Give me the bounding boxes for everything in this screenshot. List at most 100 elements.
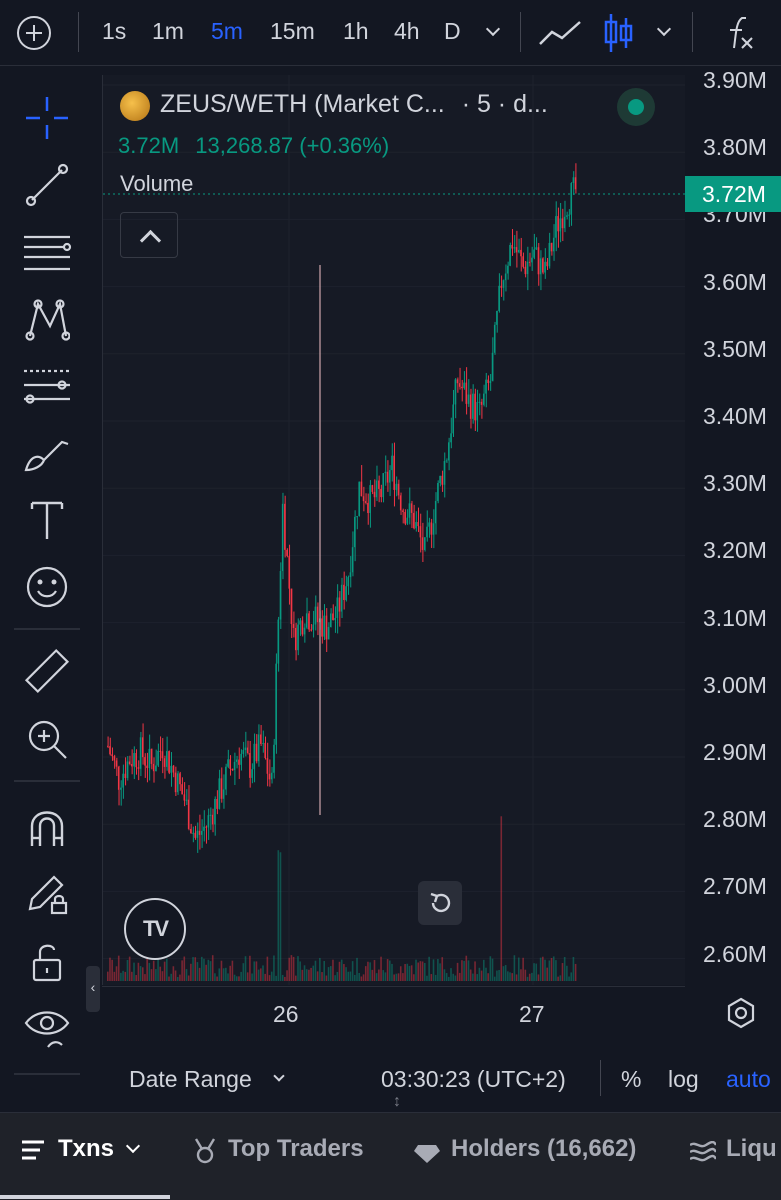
volume-bar [393,974,395,981]
visibility-tool[interactable] [20,1001,74,1055]
log-toggle[interactable]: log [668,1066,699,1092]
volume-bar [544,959,546,981]
candle-body [483,393,485,405]
candle-body [384,471,387,474]
txns-chevron-icon[interactable] [125,1138,141,1154]
reset-chart-button[interactable] [418,881,462,925]
candle-body [323,615,326,637]
zoom-tool[interactable] [20,712,74,766]
volume-bar [493,976,496,981]
divider [600,1060,601,1096]
volume-bar [528,973,531,981]
volume-bar [351,961,354,981]
candle-body [135,753,138,768]
fib-tool[interactable] [20,225,74,279]
candle-body [550,242,553,252]
magnet-tool[interactable] [20,800,74,854]
candle-body [301,620,304,635]
candle-body [172,765,175,773]
unlock-tool[interactable] [20,934,74,988]
auto-toggle[interactable]: auto [726,1066,771,1092]
candle-body [340,584,343,612]
volume-bar [266,956,269,981]
volume-bar [120,972,122,981]
volume-bar [542,956,544,981]
volume-bar [574,963,577,981]
candle-body [345,586,347,601]
volume-bar [375,973,378,981]
resize-handle-icon[interactable]: ↕ [393,1093,401,1110]
timeframe-1m[interactable]: 1m [152,18,184,44]
candles-icon[interactable] [602,12,634,54]
volume-bar [364,966,367,981]
candle-body [166,751,168,767]
symbol-legend[interactable]: ZEUS/WETH (Market C... · 5 · d... [160,90,548,119]
volume-bar [384,972,387,981]
timeframe-4h[interactable]: 4h [394,18,420,44]
tab-txns[interactable]: Txns [58,1135,115,1162]
emoji-tool[interactable] [20,560,74,614]
volume-bar [535,963,538,981]
liquidity-waves-icon [690,1141,716,1162]
chart-type-chevron-icon[interactable] [656,21,672,37]
candle-body [413,512,415,529]
collapse-toolbar-handle[interactable]: ‹ [86,966,100,1012]
tab-holders[interactable]: Holders (16,662) [451,1135,637,1162]
lock-drawings-tool[interactable] [20,867,74,921]
timeframe-1s[interactable]: 1s [102,18,127,44]
candle-body [511,244,514,249]
tradingview-logo[interactable]: TV [124,898,186,960]
clock-label[interactable]: 03:30:23 (UTC+2) [381,1066,566,1092]
coin-logo [120,91,150,121]
percent-toggle[interactable]: % [621,1066,642,1092]
timeframe-15m[interactable]: 15m [270,18,315,44]
candle-body [347,577,350,587]
chart-settings-icon[interactable] [724,996,758,1030]
indicators-fx-icon[interactable] [720,14,754,52]
volume-bar [491,958,494,981]
add-symbol-button[interactable] [17,16,51,50]
candle-body [155,765,157,772]
candle-body [380,488,382,498]
volume-bar [185,969,188,981]
candle-body [406,517,409,524]
candle-body [561,218,564,229]
volume-bar [557,976,559,981]
line-chart-icon[interactable] [538,18,584,48]
pattern-tool[interactable] [20,292,74,346]
volume-bar [218,968,221,981]
volume-bar [240,971,242,981]
time-axis[interactable]: 26 27 [102,986,685,1038]
candle-body [528,261,531,263]
forecast-tool[interactable] [20,359,74,413]
volume-bar [428,956,430,981]
text-icon [30,501,64,539]
crosshair-tool[interactable] [20,91,74,145]
volume-bar [336,971,339,981]
volume-bar [550,957,553,981]
candle-body [395,483,398,490]
candle-body [478,401,481,403]
tab-top-traders[interactable]: Top Traders [228,1135,364,1162]
candle-body [201,830,203,835]
volume-bar [190,963,192,981]
candle-body [487,379,489,384]
trend-line-tool[interactable] [20,158,74,212]
date-range-chevron-icon[interactable] [273,1070,285,1082]
timeframe-1h[interactable]: 1h [343,18,369,44]
candle-body [463,382,465,389]
brush-tool[interactable] [20,426,74,480]
measure-tool[interactable] [20,645,74,699]
candle-body [454,379,457,405]
date-range-button[interactable]: Date Range [129,1066,252,1093]
chart-area[interactable] [102,75,685,985]
price-axis[interactable]: 3.90M 3.80M 3.70M 3.60M 3.50M 3.40M 3.30M 3.20M… [685,67,781,987]
candle-body [174,772,177,793]
timeframe-d[interactable]: D [444,18,461,44]
collapse-legend-button[interactable] [120,212,178,258]
tab-liquidity[interactable]: Liqu [726,1135,777,1162]
volume-bar [445,973,448,981]
timeframe-dropdown-chevron-icon[interactable] [485,21,501,37]
text-tool[interactable] [20,493,74,547]
timeframe-5m[interactable]: 5m [211,18,243,44]
